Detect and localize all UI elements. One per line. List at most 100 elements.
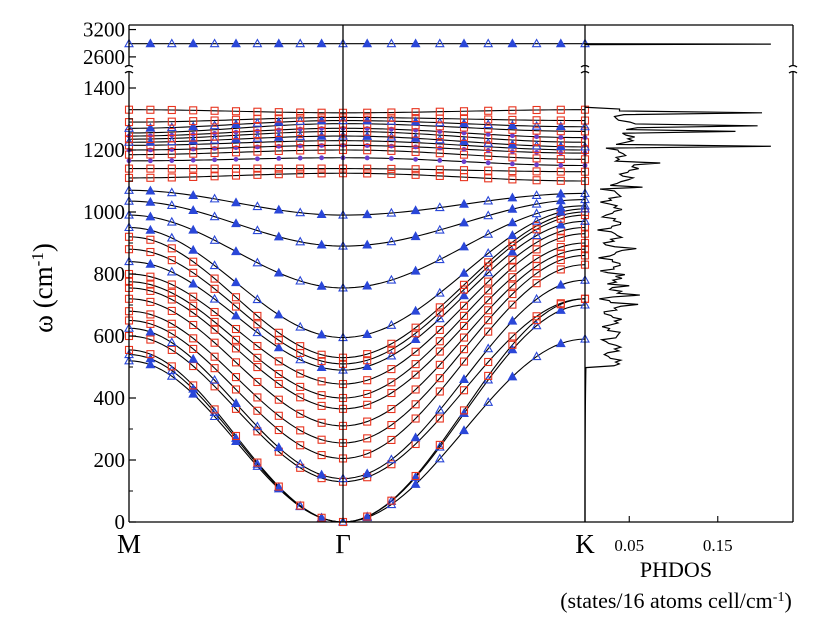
branch-point	[231, 344, 241, 353]
branch-point	[148, 158, 153, 164]
branch-point	[146, 105, 155, 114]
branch-point	[296, 169, 305, 178]
branch-point	[411, 385, 420, 394]
branch-point	[297, 126, 303, 132]
branch-point	[434, 38, 445, 48]
branch-point	[363, 113, 372, 122]
branch-point	[296, 113, 305, 122]
branch-point	[146, 350, 155, 359]
branch-point	[435, 347, 444, 356]
branch-point	[209, 293, 220, 303]
branch-point	[435, 374, 444, 383]
branch-point	[410, 132, 421, 142]
branch-point	[485, 131, 491, 137]
branch-point	[555, 206, 566, 216]
branch-point	[145, 38, 156, 48]
branch-point	[410, 478, 421, 488]
branch-point	[274, 328, 283, 337]
branch-point	[435, 308, 444, 317]
branch-point	[531, 38, 542, 48]
branch-point	[210, 338, 219, 347]
branch-point	[435, 303, 444, 312]
branch-11-markers	[124, 223, 590, 389]
branch-point	[273, 204, 284, 214]
branch-point	[231, 324, 241, 334]
branch-point	[531, 120, 542, 130]
branch-point	[362, 38, 373, 48]
branch-point	[317, 350, 326, 359]
branch-point	[253, 311, 262, 320]
branch-point	[166, 136, 177, 146]
branch-point	[253, 377, 262, 387]
branch-point	[255, 156, 260, 162]
branch-point	[295, 236, 306, 246]
branch-point	[555, 304, 566, 314]
branch-point	[484, 371, 493, 380]
branch-point	[484, 296, 493, 305]
branch-point	[231, 293, 241, 302]
branch-point	[319, 126, 324, 131]
branch-point	[459, 241, 469, 251]
branch-point	[209, 120, 220, 130]
branch-point	[387, 108, 396, 117]
branch-14	[128, 211, 586, 359]
branch-point	[167, 173, 176, 182]
branch-point	[210, 325, 219, 334]
branch-point	[167, 288, 176, 297]
branch-point	[386, 207, 397, 217]
branch-point	[434, 202, 445, 212]
branch-point	[459, 425, 469, 435]
branch-point	[555, 338, 566, 348]
branch-point	[387, 420, 396, 430]
branch-point	[386, 350, 397, 360]
branch-point	[274, 379, 283, 388]
y-tick-label: 1000	[83, 200, 125, 224]
branch-point	[558, 162, 564, 168]
branch-point	[459, 406, 469, 415]
branch-point	[459, 38, 469, 48]
branch-point	[387, 496, 396, 505]
branch-point	[167, 306, 176, 315]
branch-point	[295, 275, 306, 285]
branch-point	[532, 312, 541, 321]
branch-point	[253, 170, 262, 179]
dos-curve	[584, 43, 771, 522]
branch-point	[508, 290, 517, 299]
branch-1-markers	[124, 333, 590, 526]
branch-point	[459, 333, 469, 342]
branch-point	[435, 414, 444, 423]
branch-9	[128, 242, 586, 410]
branch-point	[295, 458, 306, 468]
branch-point	[484, 142, 493, 151]
branch-point	[556, 265, 565, 274]
branch-point	[316, 38, 327, 48]
branch-point	[231, 164, 241, 173]
branch-point	[276, 155, 282, 161]
branch-point	[483, 396, 494, 406]
branch-30-markers	[124, 113, 590, 127]
branch-point	[386, 454, 397, 464]
branch-point	[532, 176, 541, 185]
branch-point	[274, 411, 283, 420]
branch-point	[253, 138, 262, 147]
branch-point	[210, 125, 219, 134]
dos-x-tick-label: 0.15	[703, 536, 733, 555]
symmetry-point-label: K	[575, 529, 595, 559]
branch-point	[483, 248, 494, 257]
y-tick-label: 800	[94, 262, 126, 286]
branch-point	[209, 234, 220, 244]
branch-point	[434, 313, 445, 323]
branch-point	[146, 297, 155, 306]
branch-point	[210, 106, 219, 115]
y-axis-title: ω (cm-1)	[28, 243, 59, 333]
branch-point	[319, 155, 324, 161]
branch-point	[558, 134, 564, 140]
branch-point	[231, 310, 241, 320]
branch-point	[387, 164, 396, 173]
branch-point	[363, 108, 372, 117]
branch-point	[317, 108, 326, 117]
branch-point	[435, 122, 444, 131]
branch-point	[188, 135, 199, 145]
branch-point	[189, 344, 198, 353]
branch-point	[434, 441, 445, 451]
